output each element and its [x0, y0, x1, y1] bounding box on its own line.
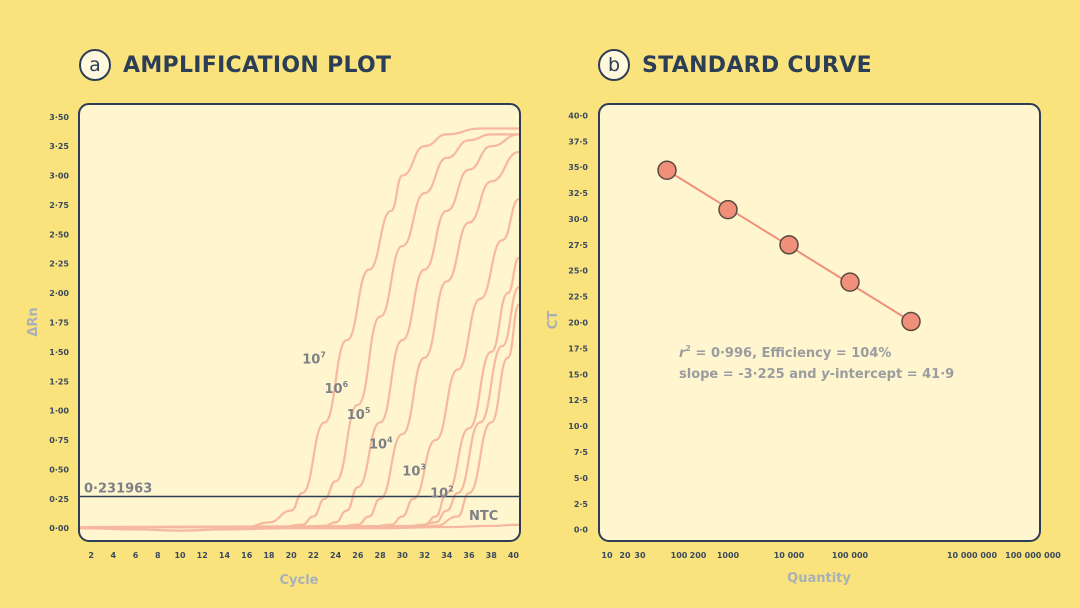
r2-rest: = 0·996, Efficiency = 104%	[691, 346, 891, 361]
ntc-label: NTC	[469, 509, 498, 524]
x-tick-label: 100 000	[832, 551, 869, 560]
x-tick-label: 38	[486, 551, 498, 560]
curve-label-10-7: 107	[302, 351, 326, 368]
x-tick-label: 8	[155, 551, 161, 560]
y-tick-label: 0·00	[49, 524, 69, 533]
data-point-3	[779, 235, 799, 255]
x-tick-label: 32	[419, 551, 430, 560]
r2-annotation: r2 = 0·996, Efficiency = 104%	[679, 344, 891, 361]
x-tick-label: 24	[330, 551, 342, 560]
x-tick-label: 36	[463, 551, 475, 560]
x-tick-label: 2	[88, 551, 94, 560]
y-tick-label: 7·5	[574, 448, 589, 457]
curve-label-10-4: 104	[369, 435, 393, 452]
y-tick-label: 12·5	[568, 396, 588, 405]
intercept-text: -intercept = 41·9	[830, 367, 955, 382]
curve-NTC	[79, 523, 520, 532]
y-tick-label: 2·50	[49, 230, 69, 239]
x-tick-label: 28	[375, 551, 387, 560]
x-tick-label: 10 000 000	[947, 551, 998, 560]
y-tick-label: 1·00	[49, 407, 69, 416]
standard-x-axis-label: Quantity	[787, 571, 851, 586]
panel-b-badge: b	[598, 49, 630, 81]
x-tick-label: 40	[508, 551, 520, 560]
y-tick-label: 17·5	[568, 344, 588, 353]
y-tick-label: 3·00	[49, 172, 69, 181]
y-tick-label: 0·75	[49, 436, 69, 445]
y-tick-label: 1·75	[49, 319, 69, 328]
y-tick-label: 25·0	[568, 267, 588, 276]
y-tick-label: 20·0	[568, 319, 588, 328]
y-tick-label: 1·50	[49, 348, 69, 357]
amplification-x-axis-label: Cycle	[280, 573, 319, 588]
y-tick-label: 2·5	[574, 500, 589, 509]
x-tick-label: 14	[219, 551, 231, 560]
y-tick-label: 30·0	[568, 215, 588, 224]
y-tick-label: 27·5	[568, 241, 588, 250]
panel-a-badge: a	[79, 49, 111, 81]
y-tick-label: 5·0	[574, 474, 589, 483]
panel-a-header: a AMPLIFICATION PLOT	[79, 49, 391, 81]
x-tick-label: 30	[397, 551, 409, 560]
standard-y-axis-label: CT	[546, 311, 561, 330]
data-point-2	[718, 199, 738, 220]
x-tick-label: 1000	[717, 551, 740, 560]
y-tick-label: 32·5	[568, 189, 588, 198]
y-tick-label: 15·0	[568, 370, 588, 379]
x-tick-label: 26	[352, 551, 364, 560]
y-tick-label: 0·50	[49, 465, 69, 474]
data-point-4	[840, 272, 860, 292]
y-tick-label: 35·0	[568, 163, 588, 172]
panel-a-title: AMPLIFICATION PLOT	[123, 52, 392, 78]
data-point-5	[901, 311, 921, 332]
x-tick-label: 16	[241, 551, 253, 560]
r2-symbol: r	[679, 346, 687, 361]
y-tick-label: 40·0	[568, 111, 588, 120]
y-tick-label: 10·0	[568, 422, 588, 431]
standard-curve-plot-area	[598, 103, 1041, 542]
x-tick-label: 22	[308, 551, 319, 560]
y-tick-label: 2·25	[49, 260, 69, 269]
threshold-label: 0·231963	[84, 482, 152, 497]
curve-label-10-6: 106	[325, 380, 349, 397]
x-tick-label: 10	[174, 551, 186, 560]
curve-label-10-2: 102	[430, 485, 454, 502]
x-tick-label: 100	[671, 551, 688, 560]
x-tick-label: 4	[111, 551, 117, 560]
amplification-plot-area	[78, 103, 521, 542]
curve-10-7	[79, 127, 519, 529]
panel-b-title: STANDARD CURVE	[642, 52, 872, 78]
x-tick-label: 20	[286, 551, 298, 560]
slope-text: slope = -3·225 and	[679, 367, 821, 382]
curve-label-10-5: 105	[347, 406, 371, 423]
y-tick-label: 2·00	[49, 289, 69, 298]
y-tick-label: 1·25	[49, 377, 69, 386]
amplification-y-axis-label: ΔRn	[26, 307, 41, 336]
y-tick-label: 0·0	[574, 526, 589, 535]
x-tick-label: 10 000	[774, 551, 805, 560]
y-tick-label: 22·5	[568, 293, 588, 302]
x-tick-label: 30	[634, 551, 646, 560]
y-tick-label: 37·5	[568, 137, 588, 146]
x-tick-label: 100 000 000	[1005, 551, 1061, 560]
y-tick-label: 0·25	[49, 495, 69, 504]
curve-10-6	[79, 133, 519, 529]
x-tick-label: 20	[619, 551, 631, 560]
y-tick-label: 3·50	[49, 113, 69, 122]
x-tick-label: 10	[601, 551, 613, 560]
y-tick-label: 3·25	[49, 142, 69, 151]
x-tick-label: 200	[690, 551, 707, 560]
x-tick-label: 34	[441, 551, 453, 560]
x-tick-label: 6	[133, 551, 139, 560]
x-tick-label: 12	[197, 551, 208, 560]
x-tick-label: 18	[263, 551, 275, 560]
slope-y-italic: y	[821, 367, 830, 382]
curve-label-10-3: 103	[402, 462, 426, 479]
data-point-1	[657, 160, 677, 180]
y-tick-label: 2·75	[49, 201, 69, 210]
panel-b-header: b STANDARD CURVE	[598, 49, 872, 81]
slope-annotation: slope = -3·225 and y-intercept = 41·9	[679, 367, 954, 382]
r2-exponent: 2	[685, 344, 691, 353]
